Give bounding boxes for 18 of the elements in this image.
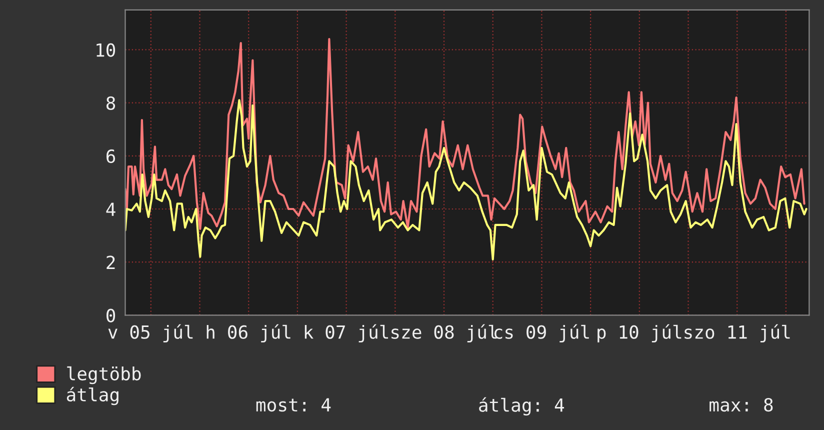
x-tick-label: cs 09 júl	[494, 324, 589, 342]
y-tick-label: 6	[106, 149, 116, 164]
x-tick-label: h 06 júl	[206, 324, 290, 342]
y-tick-label: 4	[106, 202, 116, 216]
legend-label: legtöbb	[67, 366, 141, 384]
y-tick-label: 0	[106, 308, 116, 322]
x-tick-label: sze 08 júl	[392, 324, 497, 342]
y-tick-label: 2	[106, 256, 115, 269]
x-tick-label: p 10 júl	[598, 324, 682, 342]
text: átlag: 4	[479, 397, 564, 416]
x-tick-label: k 07 júl	[304, 324, 388, 342]
text: most: 4	[256, 398, 331, 412]
text: max: 8	[710, 398, 773, 412]
x-tick-label: szo 11 júl	[684, 324, 790, 342]
x-tick-label: v 05 júl	[108, 324, 193, 342]
legend-label: átlag	[66, 386, 118, 406]
y-tick-label: 8	[106, 96, 116, 110]
y-tick-label: 10	[96, 43, 116, 57]
